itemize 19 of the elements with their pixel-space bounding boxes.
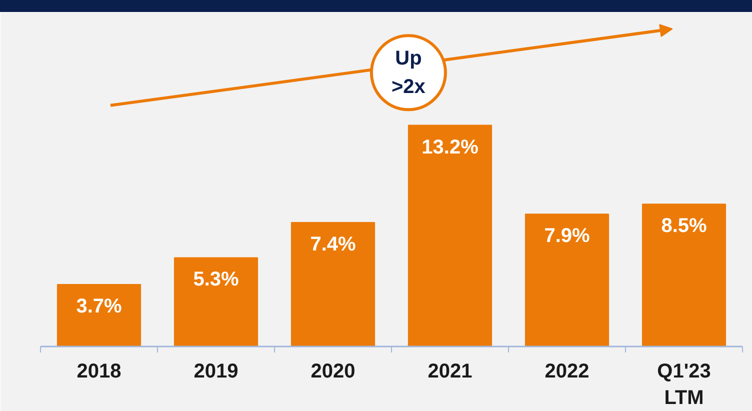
x-tick-label: 2018	[76, 360, 122, 382]
data-label: 3.7%	[76, 296, 122, 318]
data-label: 13.2%	[422, 136, 479, 158]
data-label: 8.5%	[661, 215, 708, 238]
bar	[56, 284, 142, 346]
x-tick-label: 2021	[428, 360, 472, 382]
bar	[642, 204, 726, 346]
data-label: 5.3%	[193, 268, 240, 291]
bar	[290, 222, 376, 346]
bar	[174, 257, 258, 346]
x-tick-label: Q1'23 LTM	[657, 360, 711, 409]
data-label: 7.4%	[310, 234, 356, 256]
x-tick-label: 2019	[194, 360, 238, 382]
text: Up >2x	[392, 47, 426, 98]
bar	[408, 124, 492, 346]
bar	[524, 214, 610, 346]
x-tick-label: 2022	[544, 360, 590, 382]
x-tick-label: 2020	[310, 360, 356, 382]
data-label: 7.9%	[544, 225, 590, 248]
